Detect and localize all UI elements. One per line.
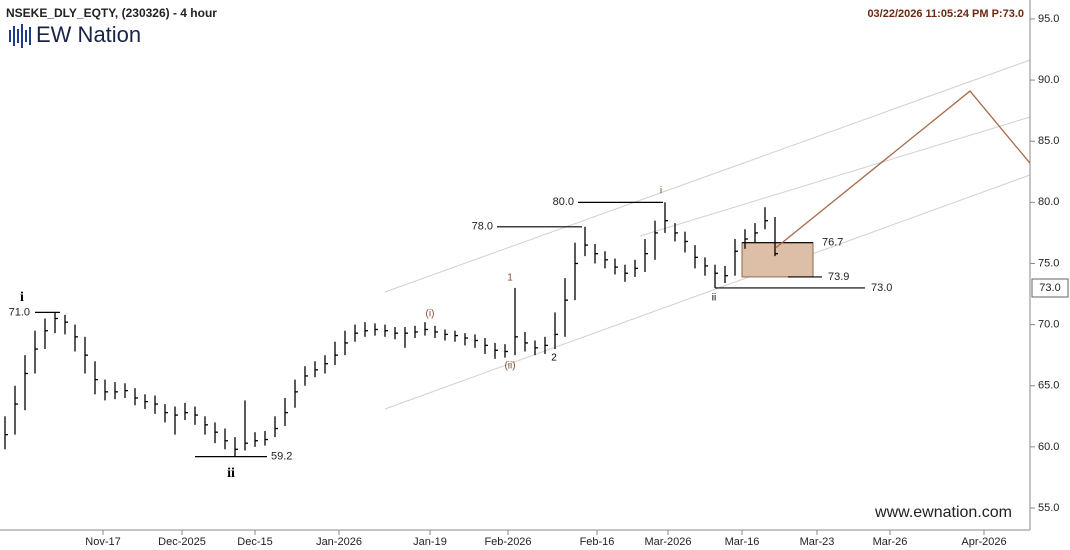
x-tick-label: Nov-17 [85,536,120,548]
wave-label: (ii) [504,361,515,372]
channel-line [384,174,1031,410]
y-tick-label: 90.0 [1038,74,1059,86]
symbol-title: NSEKE_DLY_EQTY, (230326) - 4 hour [6,6,217,20]
x-tick-label: Feb-16 [580,536,615,548]
x-tick-label: Jan-19 [413,536,447,548]
wave-label: i [20,290,24,305]
wave-label: i [660,186,662,197]
target-box [741,242,814,278]
x-tick-label: Jan-2026 [316,536,362,548]
x-tick-label: Mar-2026 [644,536,691,548]
y-tick-label: 85.0 [1038,135,1059,147]
level-label: 80.0 [553,196,574,208]
wave-label: (i) [426,309,435,320]
level-label: 73.9 [828,271,849,283]
y-tick-label: 70.0 [1038,319,1059,331]
last-price: 73.0 [1039,282,1060,294]
x-tick-label: Apr-2026 [961,536,1006,548]
level-label: 76.7 [822,237,843,249]
x-tick-label: Feb-2026 [484,536,531,548]
y-tick-label: 55.0 [1038,502,1059,514]
y-tick-label: 60.0 [1038,441,1059,453]
level-label: 71.0 [9,306,30,318]
channel-line [384,59,1031,293]
wave-label: 2 [551,353,557,364]
x-tick-label: Mar-16 [725,536,760,548]
x-tick-label: Mar-26 [873,536,908,548]
price-box [1031,278,1069,298]
timestamp: 03/22/2026 11:05:24 PM P:73.0 [867,8,1024,20]
level-label: 73.0 [871,282,892,294]
level-label: 59.2 [271,451,292,463]
x-tick-label: Dec-15 [237,536,272,548]
y-tick-label: 65.0 [1038,380,1059,392]
wave-label: ii [712,293,716,304]
y-tick-label: 95.0 [1038,13,1059,25]
wave-label: 1 [507,273,513,284]
channel-line [639,116,1031,237]
watermark: www.ewnation.com [874,504,1012,521]
projection-line [775,90,1031,249]
x-tick-label: Mar-23 [800,536,835,548]
wave-label: ii [227,466,235,481]
y-tick-label: 80.0 [1038,196,1059,208]
logo: EW Nation [36,22,141,47]
x-tick-label: Dec-2025 [158,536,206,548]
level-label: 78.0 [472,221,493,233]
logo-icon [9,24,31,48]
y-tick-label: 75.0 [1038,257,1059,269]
